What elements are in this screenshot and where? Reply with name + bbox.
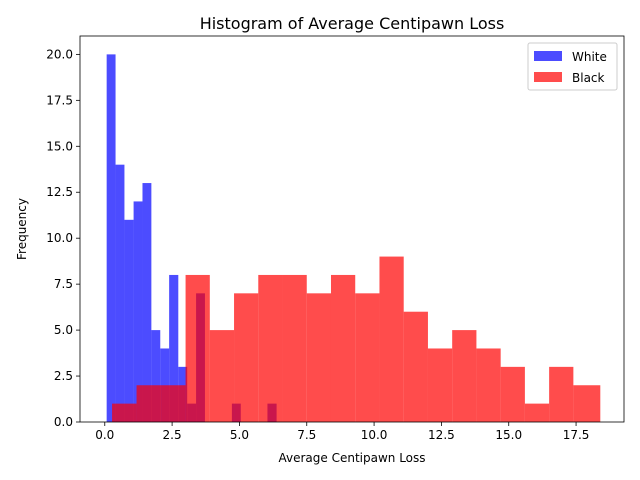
bar-black xyxy=(330,274,356,422)
x-axis-label: Average Centipawn Loss xyxy=(278,451,425,465)
legend: White Black xyxy=(527,42,618,91)
bar-white xyxy=(106,54,116,422)
bar-black xyxy=(136,385,162,422)
legend-swatch-white xyxy=(534,51,562,61)
bar-black xyxy=(282,274,307,422)
bar-black xyxy=(403,311,428,422)
y-tick-label: 0.0 xyxy=(54,415,73,429)
bar-white xyxy=(124,219,134,422)
y-tick-label: 10.0 xyxy=(46,231,73,245)
bar-black xyxy=(185,274,210,422)
y-axis-ticks: 0.0 2.5 5.0 7.5 10.0 12.5 15.0 17.5 20.0 xyxy=(46,47,80,429)
y-axis-label: Frequency xyxy=(15,198,29,260)
bar-black xyxy=(427,348,453,422)
series-layer xyxy=(106,54,601,423)
bar-black xyxy=(306,293,331,422)
x-axis-ticks: 0.0 2.5 5.0 7.5 10.0 12.5 15.0 17.5 xyxy=(95,422,589,442)
y-tick-label: 12.5 xyxy=(46,185,73,199)
bar-white xyxy=(133,201,143,422)
bar-black xyxy=(476,348,501,422)
bar-black xyxy=(161,385,186,422)
y-tick-label: 2.5 xyxy=(54,369,73,383)
legend-label-black: Black xyxy=(572,71,605,85)
y-tick-label: 7.5 xyxy=(54,277,73,291)
bar-white xyxy=(169,274,179,422)
x-tick-label: 10.0 xyxy=(361,428,388,442)
x-tick-label: 12.5 xyxy=(428,428,455,442)
bar-white xyxy=(151,330,161,422)
axes-frame xyxy=(79,35,625,423)
x-tick-label: 5.0 xyxy=(230,428,249,442)
series-black xyxy=(112,256,601,422)
x-tick-label: 2.5 xyxy=(163,428,182,442)
legend-swatch-black xyxy=(534,72,562,82)
bar-black xyxy=(379,256,404,422)
y-tick-label: 20.0 xyxy=(46,47,73,61)
bar-white xyxy=(115,164,125,423)
bar-black xyxy=(112,403,137,422)
legend-label-white: White xyxy=(572,50,607,64)
bar-black xyxy=(258,274,283,422)
bar-black xyxy=(524,403,550,422)
x-tick-label: 0.0 xyxy=(95,428,114,442)
y-tick-label: 17.5 xyxy=(46,93,73,107)
chart-title: Histogram of Average Centipawn Loss xyxy=(200,14,505,33)
y-tick-label: 15.0 xyxy=(46,139,73,153)
bar-black xyxy=(573,385,601,422)
bar-black xyxy=(209,330,235,422)
bar-black xyxy=(549,366,574,422)
x-tick-label: 7.5 xyxy=(297,428,316,442)
bar-black xyxy=(500,366,525,422)
bar-black xyxy=(452,330,477,422)
y-tick-label: 5.0 xyxy=(54,323,73,337)
x-tick-label: 17.5 xyxy=(563,428,590,442)
bar-white xyxy=(142,183,152,422)
x-tick-label: 15.0 xyxy=(495,428,522,442)
bar-black xyxy=(234,293,259,422)
bar-black xyxy=(355,293,380,422)
